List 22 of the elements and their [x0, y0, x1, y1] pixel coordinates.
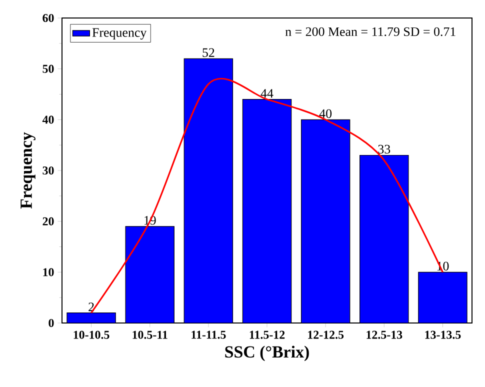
y-axis-title: Frequency	[20, 132, 36, 209]
x-tick-label: 13-13.5	[425, 330, 461, 339]
y-tick-label: 0	[48, 318, 54, 328]
x-tick-label: 12-12.5	[308, 330, 344, 339]
y-tick-label: 40	[42, 116, 54, 124]
data-label: 44	[260, 89, 274, 98]
y-tick-label: 60	[42, 14, 54, 22]
x-tick-label: 10-10.5	[74, 330, 110, 339]
y-tick-label: 30	[42, 166, 54, 175]
x-axis-title: SSC (°Brix)	[225, 346, 309, 362]
annotation: n = 200 Mean = 11.79 SD = 0.71	[285, 27, 456, 36]
y-tick-label: 50	[42, 64, 54, 73]
data-label: 33	[378, 144, 390, 154]
x-tick-label: 10.5-11	[132, 330, 168, 339]
x-tick-label: 11-11.5	[192, 330, 226, 339]
x-tick-label: 11.5-12	[250, 330, 285, 339]
data-label: 52	[202, 48, 214, 57]
y-tick-label: 10	[43, 268, 54, 276]
data-label: 40	[319, 109, 332, 118]
legend-label: Frequency	[92, 28, 147, 40]
x-tick-label: 12.5-13	[366, 330, 402, 339]
y-tick-label: 20	[42, 217, 54, 226]
